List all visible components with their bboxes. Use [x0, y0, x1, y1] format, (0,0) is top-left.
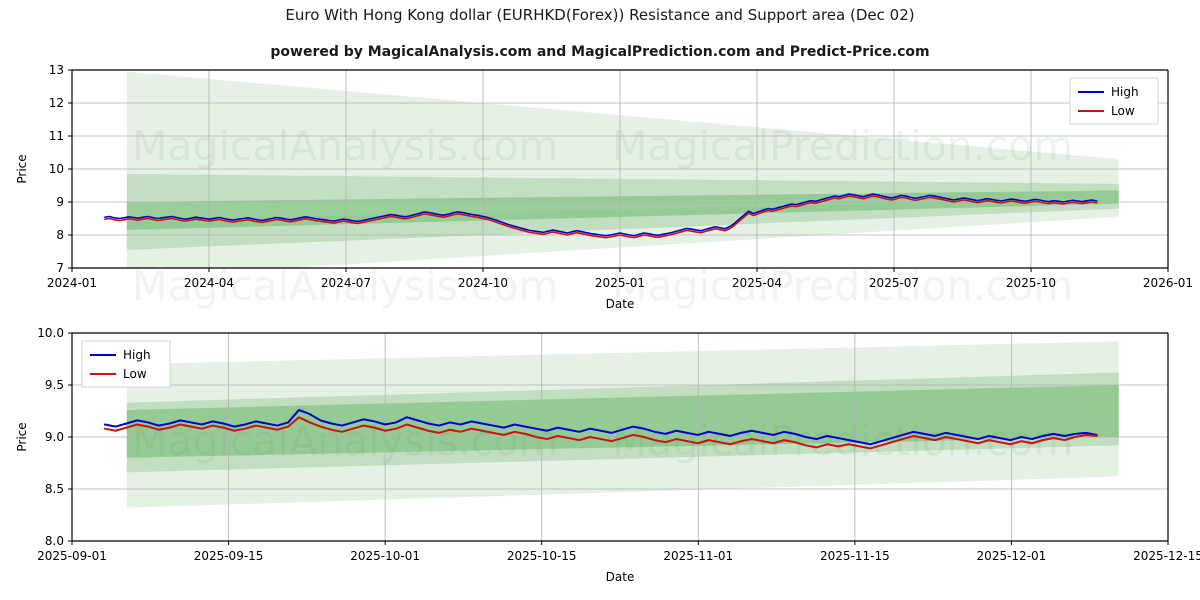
series-group [104, 193, 1098, 239]
series-group [103, 408, 1098, 450]
x-tick-label: 2025-11-15 [820, 549, 890, 563]
y-tick-label: 8.5 [45, 482, 64, 496]
series-line-low [104, 195, 1098, 239]
y-tick-label: 9.5 [45, 378, 64, 392]
x-tick-label: 2024-04 [184, 276, 234, 290]
legend-label-low: Low [1111, 104, 1135, 118]
x-tick-label: 2024-10 [458, 276, 508, 290]
y-tick-label: 13 [49, 63, 64, 77]
x-tick-label: 2025-12-15 [1133, 549, 1200, 563]
page-title: Euro With Hong Kong dollar (EURHKD(Forex… [285, 6, 915, 24]
y-tick-label: 8 [56, 228, 64, 242]
x-tick-label: 2025-09-15 [194, 549, 264, 563]
band-mid-lower [126, 198, 1119, 250]
series-line-high [104, 193, 1098, 237]
x-tick-label: 2025-04 [732, 276, 782, 290]
x-tick-label: 2024-01 [47, 276, 97, 290]
y-tick-label: 7 [56, 261, 64, 275]
watermark-right: MagicalPrediction.com [612, 122, 1073, 170]
legend: High Low [81, 340, 171, 388]
series-line-high [103, 408, 1098, 446]
x-axis-title: Date [606, 297, 635, 311]
legend-box [1069, 77, 1159, 125]
band-outer-upper [126, 71, 1119, 194]
x-tick-label: 2025-10-15 [507, 549, 577, 563]
band-core [126, 385, 1119, 458]
x-tick-label: 2025-07 [869, 276, 919, 290]
page-subtitle: powered by MagicalAnalysis.com and Magic… [270, 44, 930, 60]
y-tick-label: 10.0 [37, 326, 64, 340]
x-axis-title: Date [606, 570, 635, 584]
y-axis-title: Price [15, 422, 29, 451]
y-tick-label: 8.0 [45, 534, 64, 548]
y-tick-label: 9 [56, 195, 64, 209]
watermark-left-lower: MagicalAnalysis.com [132, 262, 559, 310]
y-axis-title: Price [15, 154, 29, 183]
x-tick-label: 2026-01 [1143, 276, 1193, 290]
series-line-low [103, 416, 1098, 450]
legend-label-high: High [1111, 85, 1139, 99]
panel-short-term-chart: MagicalAnalysis.com MagicalPrediction.com… [15, 326, 1200, 584]
y-tick-label: 12 [49, 96, 64, 110]
legend-label-low: Low [123, 367, 147, 381]
x-tick-label: 2025-10 [1006, 276, 1056, 290]
watermark-left: MagicalAnalysis.com [132, 122, 559, 170]
x-tick-label: 2025-11-01 [663, 549, 733, 563]
x-tick-label: 2025-09-01 [37, 549, 107, 563]
panel-long-term-chart: MagicalAnalysis.com MagicalPrediction.com… [15, 63, 1193, 311]
y-tick-label: 9.0 [45, 430, 64, 444]
legend-label-high: High [123, 348, 151, 362]
legend: High Low [1069, 77, 1159, 125]
y-tick-label: 10 [49, 162, 64, 176]
x-tick-label: 2024-07 [321, 276, 371, 290]
legend-box [81, 340, 171, 388]
watermark-right-lower: MagicalPrediction.com [612, 262, 1073, 310]
x-tick-label: 2025-01 [595, 276, 645, 290]
y-tick-label: 11 [49, 129, 64, 143]
x-tick-label: 2025-10-01 [350, 549, 420, 563]
x-tick-label: 2025-12-01 [977, 549, 1047, 563]
